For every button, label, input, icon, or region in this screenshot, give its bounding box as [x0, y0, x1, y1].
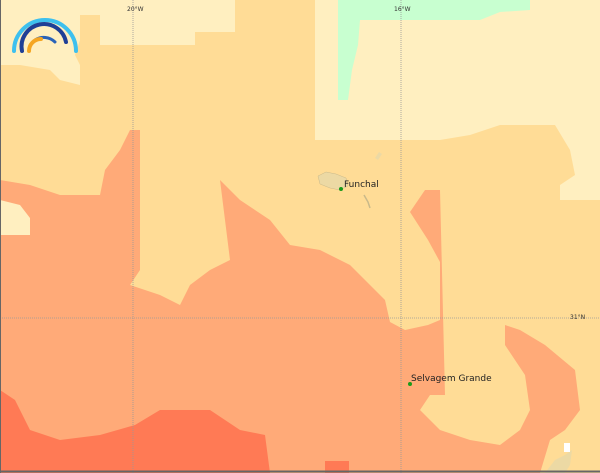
island-porto-santo — [375, 152, 382, 160]
grid-label-31n: 31°N — [570, 314, 586, 321]
zone-lightest-topleft — [0, 0, 100, 85]
place-label-selvagem-grande: Selvagem Grande — [411, 374, 492, 384]
zone-lightest-top — [100, 0, 235, 45]
zone-low — [338, 0, 530, 100]
zone-lightest-left — [0, 200, 30, 235]
place-marker-funchal[interactable] — [339, 187, 343, 191]
island-desertas — [363, 194, 371, 209]
place-marker-selvagem[interactable] — [408, 382, 412, 386]
rainbow-arcs-logo — [12, 18, 78, 53]
zone-high — [0, 390, 270, 473]
grid-label-20w: 20°W — [127, 6, 144, 13]
place-label-funchal: Funchal — [344, 180, 379, 190]
zone-high-small — [325, 461, 349, 473]
land-bottomright — [545, 450, 572, 473]
land-white-patch — [564, 443, 570, 452]
island-madeira — [317, 171, 349, 191]
zone-medium — [0, 130, 580, 473]
grid-label-16w: 16°W — [394, 6, 411, 13]
zone-lightest-topright — [315, 0, 600, 200]
